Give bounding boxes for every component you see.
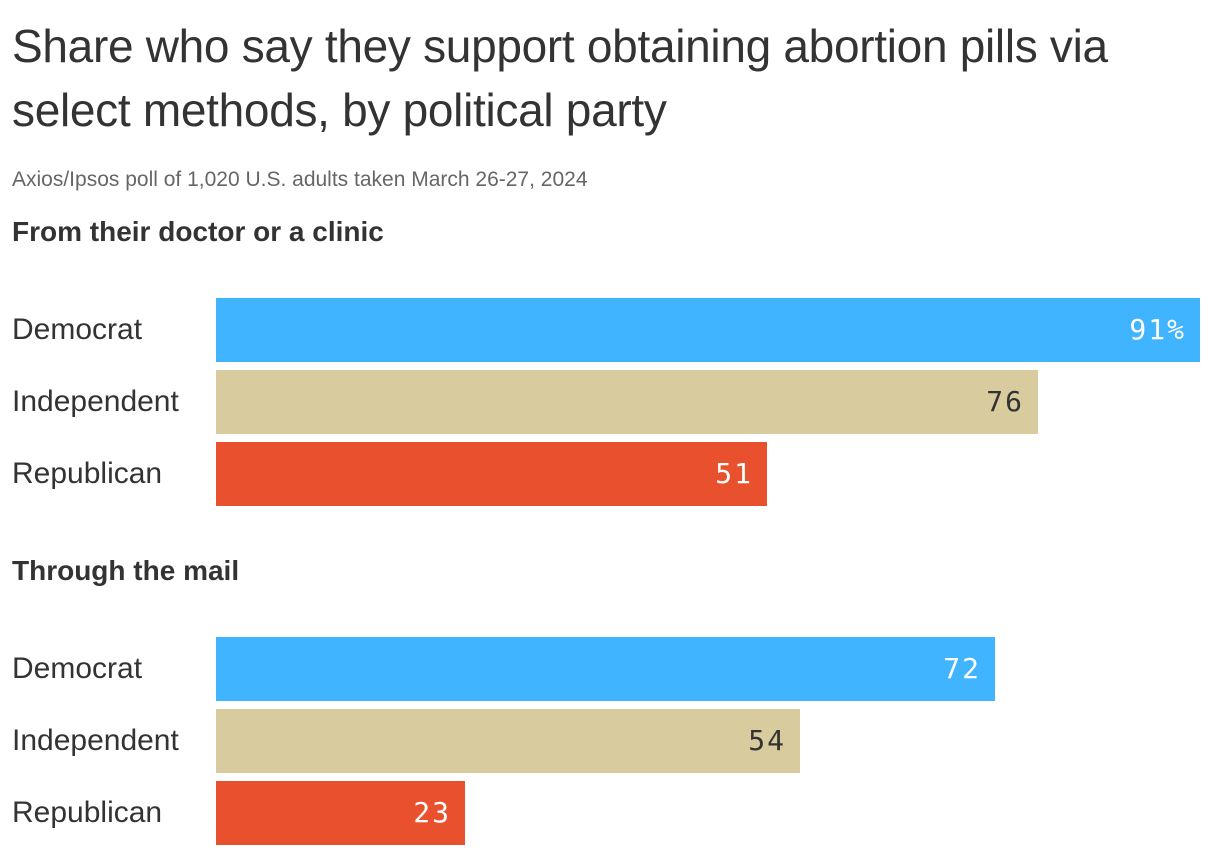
bar-independent: 54 [216,709,800,773]
bar-row: Independent 54 [0,709,1220,773]
category-label: Independent [12,724,179,757]
chart-panel: Through the mail Democrat 72 Independent 54 R… [0,549,1220,849]
bar-democrat: 72 [216,637,995,701]
bar-row: Democrat 91% [0,298,1220,362]
category-label: Democrat [12,652,143,685]
chart-subtitle: Axios/Ipsos poll of 1,020 U.S. adults ta… [12,168,588,191]
bar-value-label: 91% [1129,313,1186,346]
bar-republican: 51 [216,442,767,506]
bar-value-label: 72 [943,652,981,685]
bar-value-label: 76 [986,385,1024,418]
category-label: Republican [12,457,163,490]
chart-panel: From their doctor or a clinic Democrat 91%… [0,210,1220,510]
bar-value-label: 54 [748,724,786,757]
category-label: Independent [12,385,179,418]
bar-row: Republican 23 [0,781,1220,845]
bar-republican: 23 [216,781,465,845]
category-label: Democrat [12,313,143,346]
chart-title: Share who say they support obtaining abo… [12,20,1108,136]
bar-value-label: 51 [715,457,753,490]
bar-democrat: 91% [216,298,1200,362]
bar-independent: 76 [216,370,1038,434]
category-label: Republican [12,796,163,829]
bar-row: Republican 51 [0,442,1220,506]
panel-title: From their doctor or a clinic [12,216,384,247]
bar-value-label: 23 [413,796,451,829]
bar-row: Independent 76 [0,370,1220,434]
panel-title: Through the mail [12,555,240,586]
bar-row: Democrat 72 [0,637,1220,701]
